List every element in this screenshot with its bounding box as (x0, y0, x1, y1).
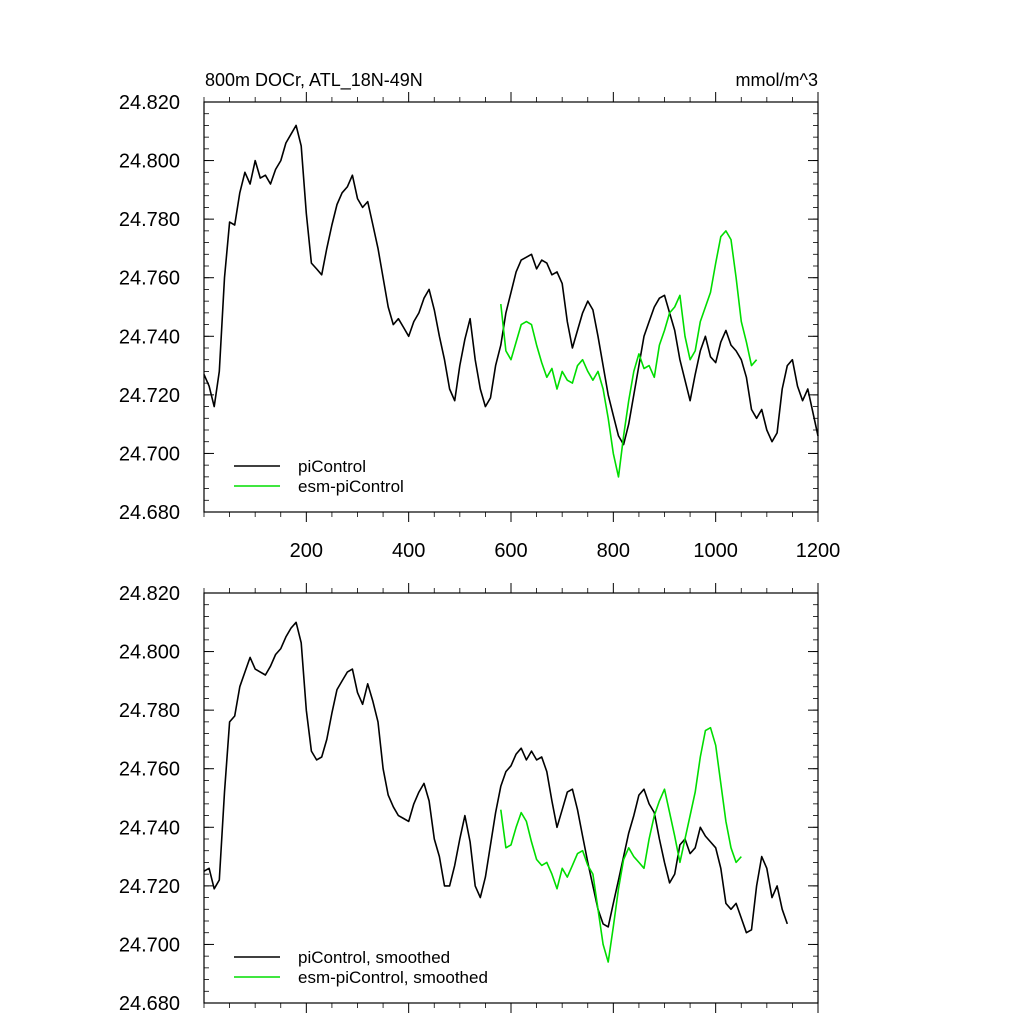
y-tick-label: 24.820 (119, 583, 180, 605)
x-tick-label: 1000 (693, 540, 738, 562)
x-tick-label: 1200 (796, 540, 841, 562)
x-tick-label: 400 (392, 540, 425, 562)
chart-title: 800m DOCr, ATL_18N-49N (205, 70, 423, 91)
legend-label: piControl, smoothed (298, 948, 450, 967)
series-line-0 (203, 124, 819, 446)
y-tick-label: 24.800 (119, 642, 180, 664)
y-tick-label: 24.740 (119, 817, 180, 839)
x-tick-label: 200 (290, 540, 323, 562)
legend-label: esm-piControl (298, 477, 404, 496)
y-tick-label: 24.680 (119, 502, 180, 524)
series-line-1 (500, 230, 758, 478)
y-tick-label: 24.720 (119, 876, 180, 898)
y-tick-label: 24.700 (119, 934, 180, 956)
x-tick-labels: 200 400 600 800 1000 1200 (290, 540, 841, 562)
y-tick-label: 24.780 (119, 700, 180, 722)
y-tick-label: 24.720 (119, 385, 180, 407)
y-tick-label: 24.800 (119, 151, 180, 173)
plot-frame (203, 101, 819, 513)
series-line-1 (500, 726, 742, 963)
y-tick-label: 24.760 (119, 759, 180, 781)
y-tick-labels: 24.680 24.700 24.720 24.740 24.760 24.780 24.8… (119, 583, 180, 1015)
axis-ticks (203, 583, 819, 1013)
bottom-panel: 24.680 24.700 24.720 24.740 24.760 24.780 24.8… (119, 583, 819, 1015)
legend-label: piControl (298, 457, 366, 476)
y-tick-label: 24.820 (119, 92, 180, 114)
axis-ticks (203, 92, 819, 522)
top-panel: 800m DOCr, ATL_18N-49N mmol/m^3 24.68024… (119, 70, 840, 562)
y-tick-labels: 24.680 24.700 24.720 24.740 24.760 24.780 24.8… (119, 92, 180, 524)
plot-frame (203, 592, 819, 1004)
y-tick-label: 24.740 (119, 326, 180, 348)
y-tick-label: 24.760 (119, 268, 180, 290)
series-lines (203, 621, 789, 963)
x-tick-label: 600 (494, 540, 527, 562)
legend-label: esm-piControl, smoothed (298, 968, 488, 987)
y-tick-label: 24.700 (119, 443, 180, 465)
units-label: mmol/m^3 (736, 70, 818, 90)
y-tick-label: 24.680 (119, 993, 180, 1015)
series-lines (203, 124, 819, 478)
series-line-0 (203, 621, 789, 934)
y-tick-label: 24.780 (119, 209, 180, 231)
x-tick-label: 800 (597, 540, 630, 562)
